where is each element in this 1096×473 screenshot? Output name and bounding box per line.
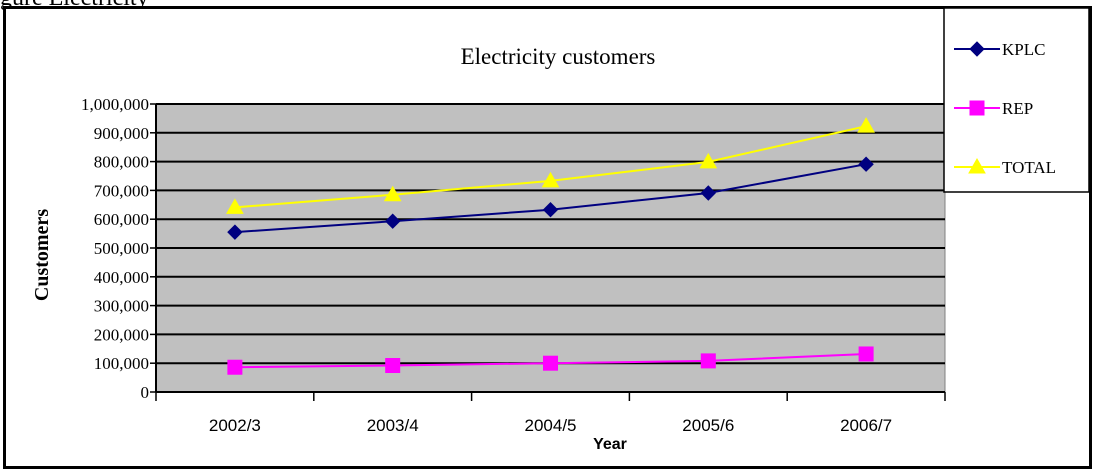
y-tick-label: 1,000,000 bbox=[81, 95, 149, 114]
data-point-triangle bbox=[857, 117, 875, 133]
data-point-diamond bbox=[542, 201, 559, 218]
y-tick-label: 600,000 bbox=[94, 210, 149, 229]
y-tick-label: 100,000 bbox=[94, 354, 149, 373]
data-point-triangle bbox=[541, 171, 560, 188]
data-point-square bbox=[858, 346, 874, 362]
data-point-diamond bbox=[858, 156, 874, 172]
legend-label: REP bbox=[1002, 99, 1033, 118]
data-point-triangle bbox=[968, 157, 986, 174]
x-axis-label: Year bbox=[593, 436, 627, 453]
caption-fragment: gure Electricity bbox=[0, 0, 149, 10]
x-tick-label: 2005/6 bbox=[682, 416, 734, 435]
y-tick-label: 300,000 bbox=[94, 297, 149, 316]
legend-box bbox=[943, 7, 1090, 193]
data-point-square bbox=[969, 100, 985, 116]
y-tick-label: 800,000 bbox=[94, 153, 149, 172]
data-point-triangle bbox=[699, 152, 718, 169]
y-tick-label: 200,000 bbox=[94, 325, 149, 344]
x-tick-label: 2002/3 bbox=[209, 416, 261, 435]
data-point-square bbox=[543, 355, 558, 371]
data-point-diamond bbox=[700, 185, 717, 201]
data-point-diamond bbox=[969, 41, 985, 57]
y-axis-label: Customers bbox=[31, 209, 53, 301]
y-tick-label: 700,000 bbox=[94, 181, 149, 200]
data-point-diamond bbox=[227, 224, 243, 240]
legend-label: KPLC bbox=[1002, 40, 1045, 59]
legend-label: TOTAL bbox=[1002, 158, 1056, 177]
legend: KPLC REP TOTAL bbox=[943, 7, 1090, 193]
data-point-square bbox=[700, 353, 716, 369]
data-point-triangle bbox=[226, 198, 244, 214]
y-tick-label: 0 bbox=[141, 383, 150, 402]
chart-title: Electricity customers bbox=[461, 44, 656, 69]
x-tick-label: 2003/4 bbox=[367, 416, 419, 435]
data-point-square bbox=[385, 358, 401, 374]
data-point-diamond bbox=[384, 213, 401, 229]
x-tick-label: 2004/5 bbox=[525, 416, 577, 435]
y-tick-label: 500,000 bbox=[94, 239, 149, 258]
y-tick-label: 400,000 bbox=[94, 268, 149, 287]
data-point-triangle bbox=[383, 185, 402, 202]
y-tick-label: 900,000 bbox=[94, 124, 149, 143]
data-point-square bbox=[227, 359, 243, 375]
x-tick-label: 2006/7 bbox=[840, 416, 892, 435]
